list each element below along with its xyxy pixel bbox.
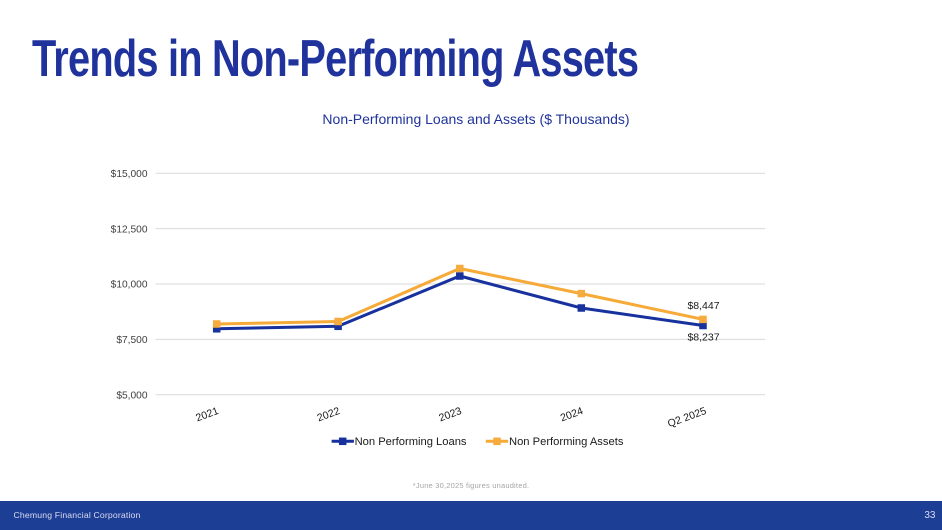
svg-text:Q2 2025: Q2 2025	[666, 405, 708, 430]
svg-text:2021: 2021	[194, 405, 220, 424]
svg-text:$15,000: $15,000	[111, 169, 148, 180]
svg-text:$10,000: $10,000	[111, 280, 148, 291]
svg-text:Non Performing Loans: Non Performing Loans	[355, 436, 467, 448]
svg-text:2022: 2022	[316, 405, 342, 424]
svg-text:2023: 2023	[437, 405, 463, 424]
svg-text:$12,500: $12,500	[111, 224, 148, 235]
svg-text:$8,237: $8,237	[687, 332, 719, 344]
svg-text:Non Performing Assets: Non Performing Assets	[509, 436, 624, 448]
svg-text:$7,500: $7,500	[116, 335, 147, 346]
svg-text:$8,447: $8,447	[687, 300, 719, 312]
svg-text:2024: 2024	[559, 405, 585, 424]
svg-text:$5,000: $5,000	[116, 391, 147, 402]
